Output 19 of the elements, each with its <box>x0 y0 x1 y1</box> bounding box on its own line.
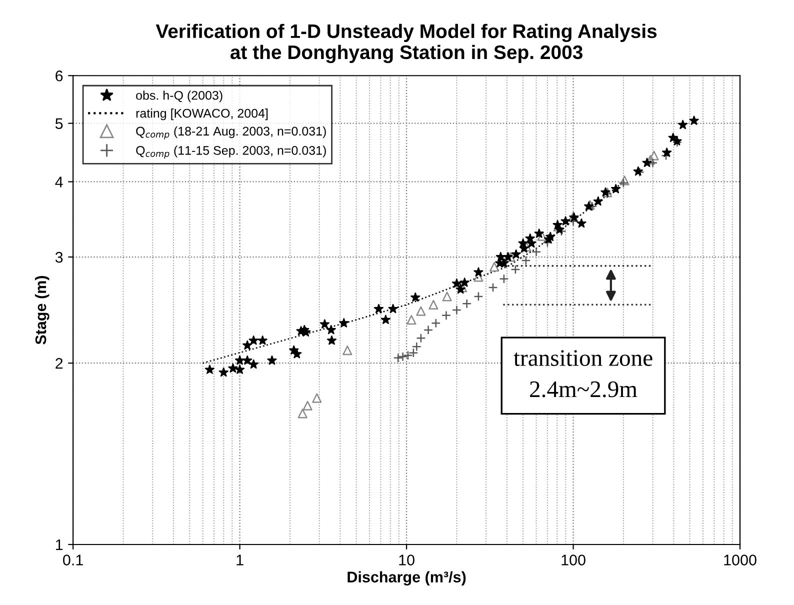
annotation: transition zone 2.4m~2.9m <box>514 350 652 398</box>
y-tick-label: 3 <box>55 252 63 263</box>
legend-label: rating [KOWACO, 2004] <box>136 108 268 120</box>
y-tick-label: 6 <box>56 70 63 82</box>
x-tick-label: 100 <box>562 554 586 566</box>
x-axis-title: Discharge (m³/s) <box>348 571 466 586</box>
y-axis-title: Stage (m) <box>34 276 50 344</box>
y-tick-label: 4 <box>55 176 63 188</box>
chart-title: Verification of 1-D Unsteady Model for Rating Analysis at the Donghyang Station in Sep. 2003 <box>156 24 657 64</box>
legend-label: Q$_{comp}$ (18-21 Aug. 2003, n=0.031) <box>136 126 326 140</box>
y-tick-label: 1 <box>56 540 63 550</box>
legend-label: Q$_{comp}$ (11-15 Sep. 2003, n=0.031) <box>136 146 326 159</box>
legend-label: obs. h-Q (2003) <box>136 90 222 102</box>
x-tick-label: 10 <box>399 554 414 566</box>
x-tick-label: 0.1 <box>63 554 83 566</box>
y-tick-label: 2 <box>56 358 63 369</box>
x-tick-label: 1 <box>236 554 244 566</box>
y-tick-label: 5 <box>55 118 63 130</box>
x-tick-label: 1000 <box>724 554 756 566</box>
